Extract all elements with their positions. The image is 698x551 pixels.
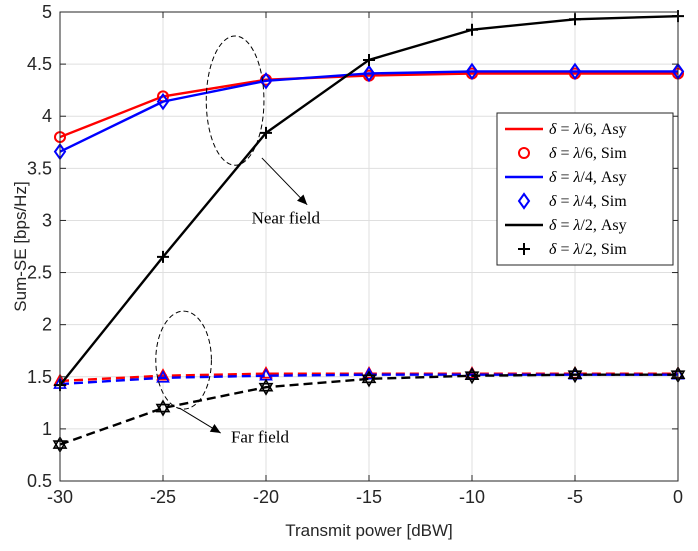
y-tick-label: 4 [42, 106, 52, 126]
x-tick-label: -10 [459, 487, 485, 507]
legend-label: δ = λ/6, Asy [549, 121, 627, 138]
series-lambda-2-sim-near-point [260, 126, 272, 139]
near-field-arrow-line [261, 157, 308, 206]
series-lambda-2-asy-far-point [155, 399, 171, 417]
series-lambda-4-asy-far-point [362, 367, 376, 380]
series-lambda-6-asy-near-line [59, 72, 678, 139]
series-lambda-6-asy-far-point [259, 365, 273, 379]
x-tick-label: -15 [356, 487, 382, 507]
series-lambda-2-asy-far-point [567, 366, 583, 384]
far-field-ellipse [155, 310, 212, 410]
legend-entry: δ = λ/6, Asy [505, 121, 627, 138]
series-lambda-4-sim-near-point [465, 62, 479, 81]
y-axis-label: Sum-SE [bps/Hz] [11, 181, 30, 311]
y-tick-label: 4.5 [27, 54, 52, 74]
y-tick-label: 5 [42, 2, 52, 22]
legend-box [496, 112, 674, 266]
x-tick-label: -25 [150, 487, 176, 507]
series-lambda-2-sim-near-point [466, 23, 478, 36]
series-lambda-2-asy-far-point [464, 367, 480, 385]
y-tick-label: 3 [42, 210, 52, 230]
series-lambda-2-asy-far-point [361, 370, 377, 388]
legend-entry: δ = λ/4, Asy [505, 169, 627, 186]
y-tick-label: 3.5 [27, 158, 52, 178]
legend-swatch-marker [518, 243, 530, 255]
series-lambda-4-sim-near-point [568, 62, 582, 81]
series-lambda-6-asy-far-point [156, 368, 170, 381]
far-field-arrow-head [209, 424, 221, 434]
x-tick-label: -5 [567, 487, 583, 507]
y-tick-label: 1.5 [27, 367, 52, 387]
legend-swatch-marker [518, 147, 530, 159]
legend-entry: δ = λ/6, Sim [518, 145, 627, 162]
series-lambda-2-asy-far-point [258, 378, 274, 396]
legend-entry: δ = λ/2, Sim [518, 241, 627, 258]
series-lambda-4-asy-far-point [156, 370, 170, 383]
series-lambda-2-sim-near-point [157, 250, 169, 263]
legend-label: δ = λ/2, Asy [549, 217, 627, 234]
y-tick-label: 0.5 [27, 471, 52, 491]
legend-label: δ = λ/6, Sim [549, 145, 627, 162]
y-tick-label: 2.5 [27, 263, 52, 283]
legend-swatch-marker [517, 192, 531, 210]
series-lambda-4-asy-near [59, 70, 678, 153]
x-tick-label: -20 [253, 487, 279, 507]
x-tick-label: -30 [47, 487, 73, 507]
legend-label: δ = λ/4, Asy [549, 169, 627, 186]
near-field-ellipse [205, 35, 265, 166]
x-tick-label: 0 [673, 487, 683, 507]
legend-label: δ = λ/4, Sim [549, 193, 627, 210]
near-field-label: Near field [252, 209, 321, 228]
annotations: Near field Far field [155, 35, 321, 446]
axes-ticks: -30 -25 -20 -15 -10 -5 0 0.5 1 1.5 2 2.5 3 3.5 4 4.5 5 [27, 2, 683, 507]
legend-entry: δ = λ/2, Asy [505, 217, 627, 234]
legend: δ = λ/6, Asy δ = λ/6, Sim δ = λ/4, Asy δ = … [496, 112, 674, 266]
series-lambda-2-sim-near-point [363, 53, 375, 66]
legend-label: δ = λ/2, Sim [549, 241, 627, 258]
series-lambda-4-asy-near-line [59, 70, 678, 153]
near-field-arrow-head [297, 194, 308, 205]
series-lambda-6-asy-near [59, 72, 678, 139]
legend-entry: δ = λ/4, Sim [517, 192, 627, 210]
series-layer [52, 10, 686, 454]
far-field-label: Far field [231, 427, 290, 446]
x-axis-label: Transmit power [dBW] [285, 521, 453, 540]
y-tick-label: 1 [42, 419, 52, 439]
series-lambda-4-sim-near-point [362, 64, 376, 83]
series-lambda-2-asy-far-line [59, 373, 678, 446]
y-tick-label: 2 [42, 315, 52, 335]
series-lambda-4-sim-near-point [156, 92, 170, 111]
